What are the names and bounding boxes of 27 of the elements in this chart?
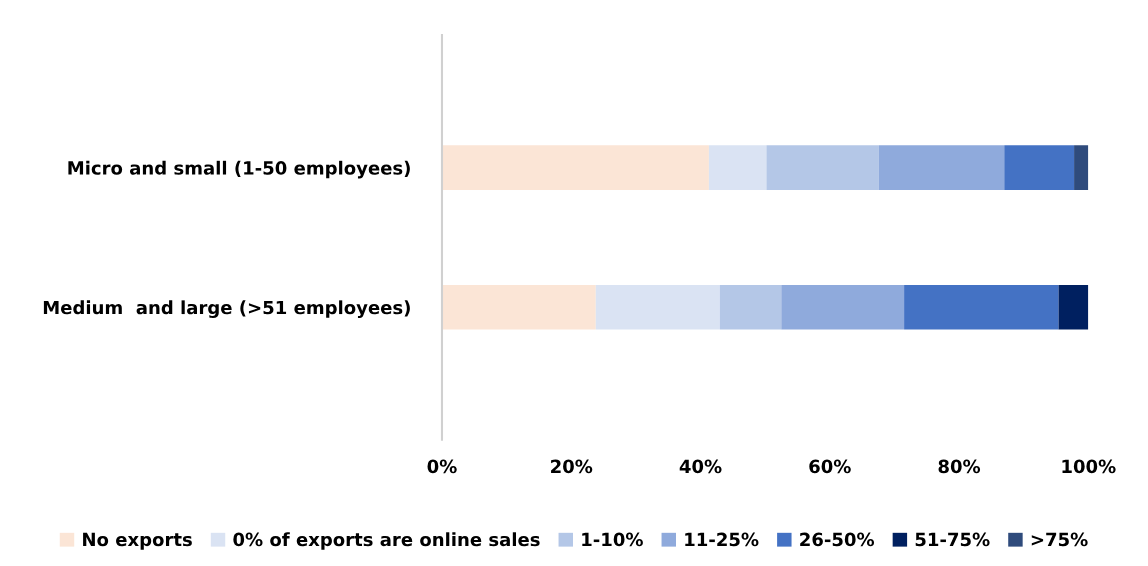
bar xyxy=(878,145,1005,190)
y-tick-label: Medium and large (>51 employees) xyxy=(43,300,410,318)
x-tick-label: 80% xyxy=(938,459,981,474)
legend-label: 51-75% xyxy=(915,532,990,547)
legend-label: 1-10% xyxy=(582,532,643,547)
bar xyxy=(1074,145,1089,190)
legend-label: 0% of exports are online sales xyxy=(233,532,540,550)
x-tick-label: 20% xyxy=(551,459,593,474)
bar xyxy=(781,284,905,330)
bar xyxy=(1058,284,1089,330)
bar xyxy=(1004,145,1075,190)
x-tick-label: 0% xyxy=(427,459,457,474)
bar xyxy=(719,284,782,330)
bar xyxy=(766,145,879,190)
bar xyxy=(708,145,767,190)
x-tick-label: 40% xyxy=(679,459,722,474)
x-tick-label: 100% xyxy=(1062,459,1116,474)
legend-label: No exports xyxy=(83,532,192,550)
legend-label: 26-50% xyxy=(800,532,875,547)
legend-label: >75% xyxy=(1031,532,1088,547)
bar xyxy=(595,284,720,330)
legend-label: 11-25% xyxy=(685,532,759,547)
bar xyxy=(441,284,596,330)
x-tick-label: 60% xyxy=(809,459,851,474)
bar xyxy=(904,284,1059,330)
y-tick-label: Micro and small (1-50 employees) xyxy=(68,160,410,179)
bar xyxy=(441,145,709,190)
